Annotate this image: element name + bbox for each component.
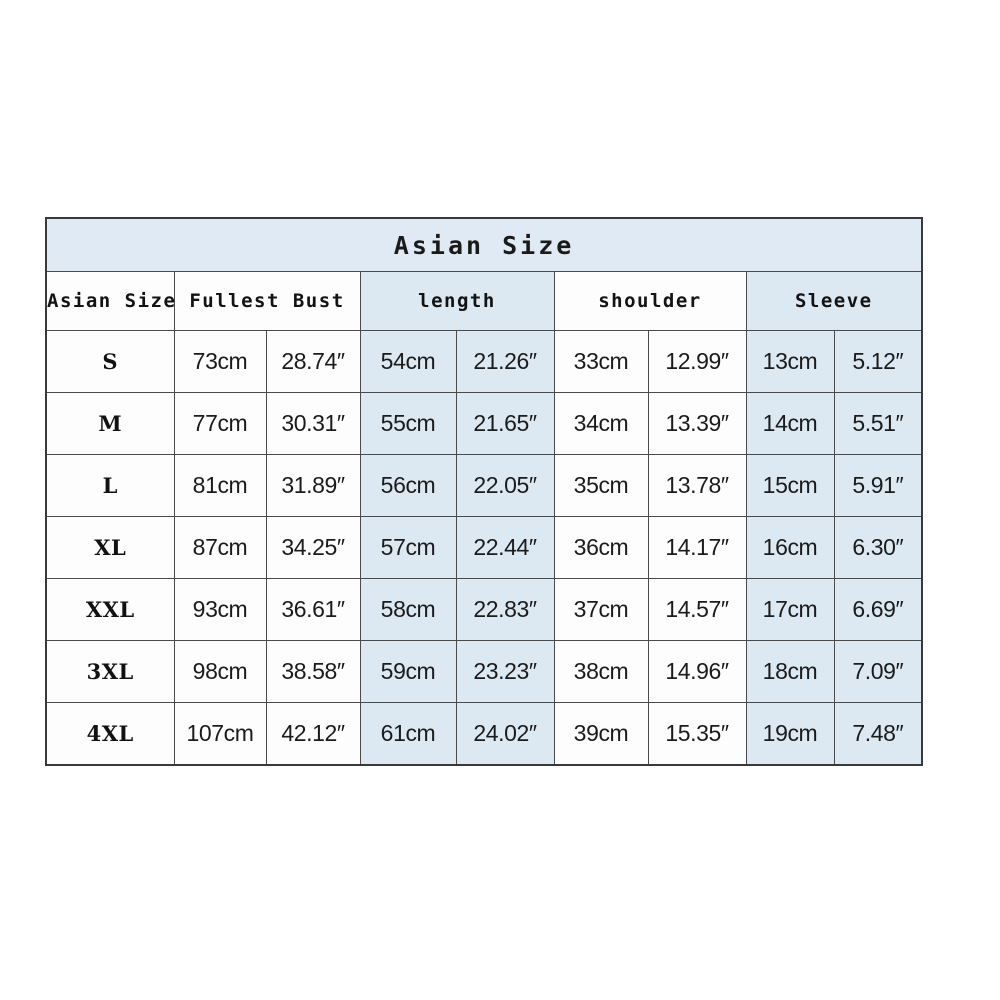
header-sleeve: Sleeve bbox=[745, 271, 923, 331]
cell-length-cm: 59cm bbox=[359, 640, 457, 703]
cell-bust-in: 42.12″ bbox=[265, 702, 361, 766]
cell-bust-cm: 73cm bbox=[173, 330, 267, 393]
cell-size: L bbox=[45, 454, 175, 517]
cell-sleeve-in: 7.48″ bbox=[833, 702, 923, 766]
cell-bust-cm: 77cm bbox=[173, 392, 267, 455]
cell-bust-in: 28.74″ bbox=[265, 330, 361, 393]
header-shoulder: shoulder bbox=[553, 271, 747, 331]
cell-length-in: 22.83″ bbox=[455, 578, 555, 641]
cell-bust-cm: 81cm bbox=[173, 454, 267, 517]
cell-size: S bbox=[45, 330, 175, 393]
cell-shoulder-in: 14.57″ bbox=[647, 578, 747, 641]
cell-shoulder-in: 14.17″ bbox=[647, 516, 747, 579]
cell-sleeve-cm: 18cm bbox=[745, 640, 835, 703]
cell-length-cm: 55cm bbox=[359, 392, 457, 455]
cell-size: 4XL bbox=[45, 702, 175, 766]
cell-size: 3XL bbox=[45, 640, 175, 703]
cell-length-in: 21.65″ bbox=[455, 392, 555, 455]
cell-bust-in: 36.61″ bbox=[265, 578, 361, 641]
header-length: length bbox=[359, 271, 555, 331]
cell-sleeve-in: 6.69″ bbox=[833, 578, 923, 641]
cell-sleeve-cm: 15cm bbox=[745, 454, 835, 517]
cell-size: M bbox=[45, 392, 175, 455]
table-row: 4XL 107cm 42.12″ 61cm 24.02″ 39cm 15.35″… bbox=[45, 702, 923, 766]
cell-bust-cm: 87cm bbox=[173, 516, 267, 579]
cell-length-in: 24.02″ bbox=[455, 702, 555, 766]
cell-shoulder-cm: 37cm bbox=[553, 578, 649, 641]
table-row: S 73cm 28.74″ 54cm 21.26″ 33cm 12.99″ 13… bbox=[45, 330, 923, 393]
cell-shoulder-in: 13.78″ bbox=[647, 454, 747, 517]
cell-bust-cm: 107cm bbox=[173, 702, 267, 766]
table-row: 3XL 98cm 38.58″ 59cm 23.23″ 38cm 14.96″ … bbox=[45, 640, 923, 703]
cell-sleeve-cm: 19cm bbox=[745, 702, 835, 766]
cell-shoulder-in: 12.99″ bbox=[647, 330, 747, 393]
cell-length-cm: 58cm bbox=[359, 578, 457, 641]
table-row: M 77cm 30.31″ 55cm 21.65″ 34cm 13.39″ 14… bbox=[45, 392, 923, 455]
table-header-row: Asian Size Fullest Bust length shoulder … bbox=[45, 271, 923, 331]
cell-shoulder-cm: 34cm bbox=[553, 392, 649, 455]
cell-shoulder-cm: 35cm bbox=[553, 454, 649, 517]
cell-sleeve-in: 6.30″ bbox=[833, 516, 923, 579]
cell-sleeve-in: 7.09″ bbox=[833, 640, 923, 703]
table-row: XXL 93cm 36.61″ 58cm 22.83″ 37cm 14.57″ … bbox=[45, 578, 923, 641]
cell-shoulder-cm: 39cm bbox=[553, 702, 649, 766]
cell-sleeve-cm: 13cm bbox=[745, 330, 835, 393]
header-asian-size: Asian Size bbox=[45, 271, 175, 331]
cell-sleeve-cm: 14cm bbox=[745, 392, 835, 455]
cell-length-in: 23.23″ bbox=[455, 640, 555, 703]
asian-size-chart-table: Asian Size Asian Size Fullest Bust lengt… bbox=[45, 217, 924, 766]
cell-length-in: 22.05″ bbox=[455, 454, 555, 517]
table-row: L 81cm 31.89″ 56cm 22.05″ 35cm 13.78″ 15… bbox=[45, 454, 923, 517]
cell-shoulder-in: 15.35″ bbox=[647, 702, 747, 766]
table-title: Asian Size bbox=[45, 217, 923, 272]
cell-sleeve-in: 5.91″ bbox=[833, 454, 923, 517]
cell-bust-in: 30.31″ bbox=[265, 392, 361, 455]
cell-sleeve-in: 5.12″ bbox=[833, 330, 923, 393]
cell-length-in: 22.44″ bbox=[455, 516, 555, 579]
cell-sleeve-cm: 17cm bbox=[745, 578, 835, 641]
cell-bust-in: 34.25″ bbox=[265, 516, 361, 579]
cell-length-cm: 56cm bbox=[359, 454, 457, 517]
cell-bust-cm: 93cm bbox=[173, 578, 267, 641]
cell-length-cm: 54cm bbox=[359, 330, 457, 393]
cell-length-in: 21.26″ bbox=[455, 330, 555, 393]
cell-shoulder-in: 13.39″ bbox=[647, 392, 747, 455]
cell-sleeve-cm: 16cm bbox=[745, 516, 835, 579]
table-title-row: Asian Size bbox=[45, 217, 923, 272]
cell-shoulder-in: 14.96″ bbox=[647, 640, 747, 703]
cell-shoulder-cm: 38cm bbox=[553, 640, 649, 703]
cell-bust-in: 31.89″ bbox=[265, 454, 361, 517]
cell-bust-in: 38.58″ bbox=[265, 640, 361, 703]
cell-bust-cm: 98cm bbox=[173, 640, 267, 703]
cell-shoulder-cm: 36cm bbox=[553, 516, 649, 579]
table-row: XL 87cm 34.25″ 57cm 22.44″ 36cm 14.17″ 1… bbox=[45, 516, 923, 579]
cell-size: XXL bbox=[45, 578, 175, 641]
header-fullest-bust: Fullest Bust bbox=[173, 271, 361, 331]
cell-sleeve-in: 5.51″ bbox=[833, 392, 923, 455]
cell-size: XL bbox=[45, 516, 175, 579]
cell-shoulder-cm: 33cm bbox=[553, 330, 649, 393]
cell-length-cm: 61cm bbox=[359, 702, 457, 766]
cell-length-cm: 57cm bbox=[359, 516, 457, 579]
